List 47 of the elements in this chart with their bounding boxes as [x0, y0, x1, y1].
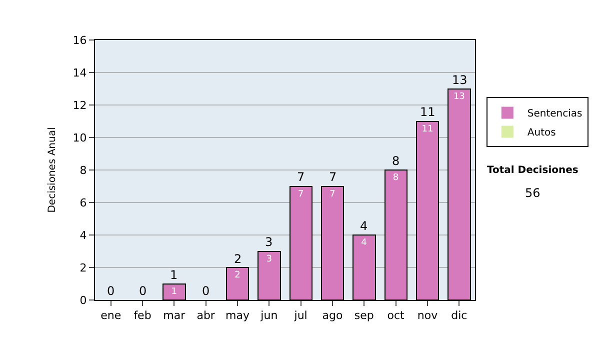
x-tick-label: jul [293, 309, 308, 322]
y-tick-label: 4 [80, 228, 87, 242]
total-label: 8 [392, 154, 400, 168]
y-tick-label: 2 [80, 261, 87, 274]
data-label: 7 [330, 189, 336, 200]
total-label: 13 [452, 73, 468, 87]
x-tick-label: ene [100, 309, 122, 322]
data-label: 11 [422, 124, 434, 134]
data-label: 1 [171, 286, 178, 297]
legend-label: Sentencias [527, 108, 582, 120]
total-label: 0 [107, 284, 115, 298]
total-label: 11 [420, 105, 436, 119]
data-label: 7 [298, 189, 304, 200]
x-tick-label: sep [354, 309, 374, 322]
data-label: 13 [453, 92, 465, 102]
y-tick-label: 0 [80, 294, 87, 307]
text: Total Decisiones [487, 165, 578, 176]
total-label: 7 [297, 170, 305, 184]
data-label: 8 [392, 173, 399, 183]
total-label: 2 [234, 252, 242, 266]
x-tick-label: may [226, 309, 250, 322]
data-label: 2 [234, 270, 240, 280]
x-tick-label: nov [417, 309, 438, 322]
total-label: 7 [329, 170, 337, 184]
x-tick-label: jun [260, 309, 278, 322]
y-tick-label: 8 [80, 164, 87, 177]
total-label: 4 [360, 219, 368, 233]
x-tick-label: oct [387, 309, 406, 322]
x-tick-label: dic [451, 309, 468, 322]
total-label: 1 [170, 268, 178, 282]
text: 56 [525, 186, 540, 200]
total-label: 0 [202, 284, 210, 298]
y-tick-label: 6 [80, 196, 87, 210]
y-tick-label: 10 [72, 131, 87, 144]
x-tick-label: abr [196, 309, 216, 322]
x-tick-label: feb [134, 309, 152, 322]
y-axis-title: Decisiones Anual [46, 127, 58, 213]
total-label: 0 [139, 284, 147, 298]
y-tick-label: 14 [72, 66, 87, 80]
legend-label: Autos [527, 128, 556, 139]
data-label: 3 [266, 254, 272, 264]
data-label: 4 [361, 238, 368, 248]
x-tick-label: mar [163, 309, 186, 322]
total-label: 3 [265, 235, 273, 249]
y-tick-label: 12 [72, 98, 87, 112]
x-tick-label: ago [322, 309, 343, 322]
y-tick-label: 16 [72, 34, 87, 47]
